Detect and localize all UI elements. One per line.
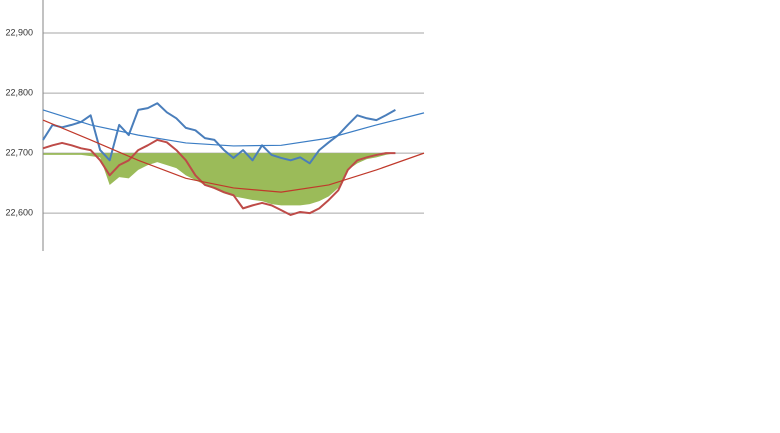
line — [42, 119, 425, 193]
y-tick-label: 22,900 — [5, 27, 33, 37]
line — [42, 138, 396, 216]
y-tick-label: 22,600 — [5, 208, 33, 218]
area — [43, 153, 396, 206]
y-tick-label: 22,800 — [5, 87, 33, 97]
y-tick-label: 22,700 — [5, 147, 33, 157]
line — [42, 109, 425, 147]
